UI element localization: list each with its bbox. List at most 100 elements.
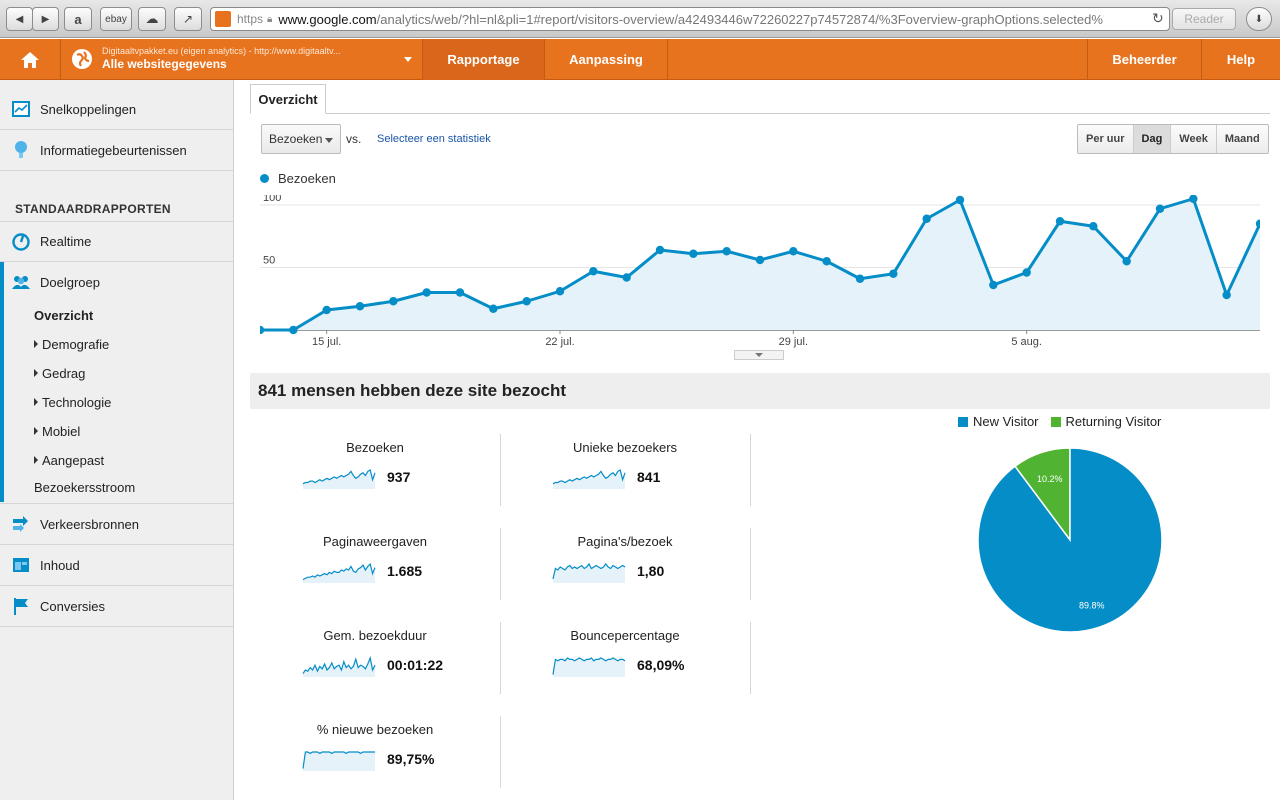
sparkline-area <box>303 564 375 583</box>
data-point[interactable] <box>260 325 265 335</box>
data-point[interactable] <box>689 249 698 258</box>
pie-slice-label: 89.8% <box>1079 600 1105 610</box>
lock-icon: 🔒︎ <box>267 13 273 25</box>
data-point[interactable] <box>1189 195 1198 203</box>
account-selector[interactable]: Digitaaltvpakket.eu (eigen analytics) - … <box>62 39 422 80</box>
data-point[interactable] <box>455 288 465 297</box>
data-point[interactable] <box>889 269 898 278</box>
stat-name: Gem. bezoekduur <box>323 628 427 643</box>
data-point[interactable] <box>289 325 298 335</box>
data-point[interactable] <box>789 247 798 256</box>
data-point[interactable] <box>922 214 931 223</box>
select-metric-link[interactable]: Selecteer een statistiek <box>377 133 491 145</box>
url-scheme: https <box>237 12 264 26</box>
back-icon[interactable]: ◀ <box>6 7 33 31</box>
data-point[interactable] <box>322 305 331 315</box>
data-point[interactable] <box>355 302 365 311</box>
sidebar-subitem-label: Technologie <box>42 395 112 410</box>
chevron-down-icon <box>325 138 333 143</box>
sidebar-subitem-gedrag[interactable]: Gedrag <box>34 366 85 381</box>
bookmark-amazon-button[interactable]: a <box>64 7 92 31</box>
data-point[interactable] <box>655 245 665 255</box>
data-point[interactable] <box>989 280 998 290</box>
data-point[interactable] <box>1022 268 1031 277</box>
data-point[interactable] <box>855 274 865 283</box>
data-point[interactable] <box>1255 219 1260 228</box>
granularity-per-uur-button[interactable]: Per uur <box>1078 125 1133 153</box>
sidebar-item-realtime[interactable]: Realtime <box>0 221 233 262</box>
data-point[interactable] <box>555 287 565 296</box>
traffic-sources-icon <box>13 516 28 532</box>
sidebar-subitem-label: Gedrag <box>42 366 86 381</box>
sidebar-item-verkeersbronnen[interactable]: Verkeersbronnen <box>0 504 233 545</box>
sidebar-subitem-technologie[interactable]: Technologie <box>34 395 111 410</box>
reload-icon[interactable]: ↻ <box>1152 10 1164 26</box>
tab-rapportage[interactable]: Rapportage <box>423 39 544 80</box>
stat-name: Unieke bezoekers <box>572 440 678 455</box>
data-point[interactable] <box>489 304 498 313</box>
sidebar-subitem-demografie[interactable]: Demografie <box>34 337 109 352</box>
reader-button[interactable]: Reader <box>1172 8 1236 30</box>
sparkline <box>552 562 626 583</box>
top-navigation: Digitaaltvpakket.eu (eigen analytics) - … <box>0 39 1280 80</box>
data-point[interactable] <box>622 273 631 282</box>
sidebar-subitem-mobiel[interactable]: Mobiel <box>34 424 80 439</box>
cloud-icon[interactable]: ☁ <box>138 7 166 31</box>
granularity-dag-button[interactable]: Dag <box>1132 125 1171 153</box>
url-bar[interactable]: https 🔒︎ www.google.com /analytics/web/?… <box>210 7 1170 31</box>
sidebar-item-label: Verkeersbronnen <box>40 516 140 532</box>
forward-icon[interactable]: ▶ <box>32 7 59 31</box>
data-point[interactable] <box>822 257 831 266</box>
data-point[interactable] <box>1089 222 1098 231</box>
granularity-week-button[interactable]: Week <box>1170 125 1216 153</box>
legend-label: Bezoeken <box>278 171 336 186</box>
sparkline-line <box>302 655 376 674</box>
data-point[interactable] <box>389 297 398 306</box>
triangle-right-icon <box>34 456 38 464</box>
triangle-right-icon <box>34 340 38 348</box>
stat-name: Paginaweergaven <box>322 534 428 549</box>
tab-aanpassing[interactable]: Aanpassing <box>569 52 643 67</box>
data-point[interactable] <box>755 255 765 265</box>
home-button[interactable] <box>0 39 60 80</box>
legend-item-new-visitor: New Visitor <box>958 414 1039 429</box>
sidebar-subitem-aangepast[interactable]: Aangepast <box>34 453 104 468</box>
sidebar-subitem-bezoekersstroom[interactable]: Bezoekersstroom <box>34 480 136 495</box>
stat-name: Bouncepercentage <box>570 628 680 643</box>
sidebar-item-informatiegebeurtenissen[interactable]: Informatiegebeurtenissen <box>0 130 233 171</box>
sidebar-item-inhoud[interactable]: Inhoud <box>0 545 233 586</box>
sidebar-item-doelgroep[interactable]: Doelgroep <box>0 262 233 303</box>
tab-beheerder[interactable]: Beheerder <box>1112 52 1177 67</box>
data-point[interactable] <box>589 267 598 276</box>
data-point[interactable] <box>1122 257 1131 266</box>
realtime-icon <box>12 233 30 251</box>
tab-help[interactable]: Help <box>1226 52 1256 67</box>
legend-item-returning-visitor: Returning Visitor <box>1050 414 1161 429</box>
data-point[interactable] <box>722 247 731 256</box>
data-point[interactable] <box>522 297 531 306</box>
sidebar-item-snelkoppelingen[interactable]: Snelkoppelingen <box>0 89 233 130</box>
data-point[interactable] <box>422 288 431 297</box>
stat-name: % nieuwe bezoeken <box>316 722 434 737</box>
tab-overzicht[interactable]: Overzicht <box>250 84 326 114</box>
share-icon[interactable]: ↗ <box>174 7 202 31</box>
metric-select[interactable]: Bezoeken <box>261 124 341 154</box>
visits-line-chart: 100 50 15 jul. 22 jul. 29 jul. 5 aug. <box>260 195 1260 348</box>
legend-swatch <box>1050 417 1061 427</box>
data-point[interactable] <box>1155 204 1165 213</box>
stat-value: 1,80 <box>637 563 665 579</box>
pie-slice-new-visitor[interactable] <box>977 447 1163 633</box>
triangle-right-icon <box>34 398 38 406</box>
sidebar-item-conversies[interactable]: Conversies <box>0 586 233 627</box>
sidebar-item-label: Snelkoppelingen <box>40 101 137 117</box>
summary-title: 841 mensen hebben deze site bezocht <box>250 373 1270 409</box>
data-point[interactable] <box>1055 217 1065 226</box>
property-name: Alle websitegegevens <box>102 57 227 71</box>
collapse-handle[interactable] <box>734 350 784 360</box>
data-point[interactable] <box>1222 290 1231 300</box>
bookmark-ebay-button[interactable]: ebay <box>100 7 132 31</box>
download-icon[interactable]: ⬇ <box>1246 7 1272 31</box>
data-point[interactable] <box>955 195 965 205</box>
granularity-maand-button[interactable]: Maand <box>1215 125 1268 153</box>
sidebar-subitem-overzicht[interactable]: Overzicht <box>34 308 94 323</box>
